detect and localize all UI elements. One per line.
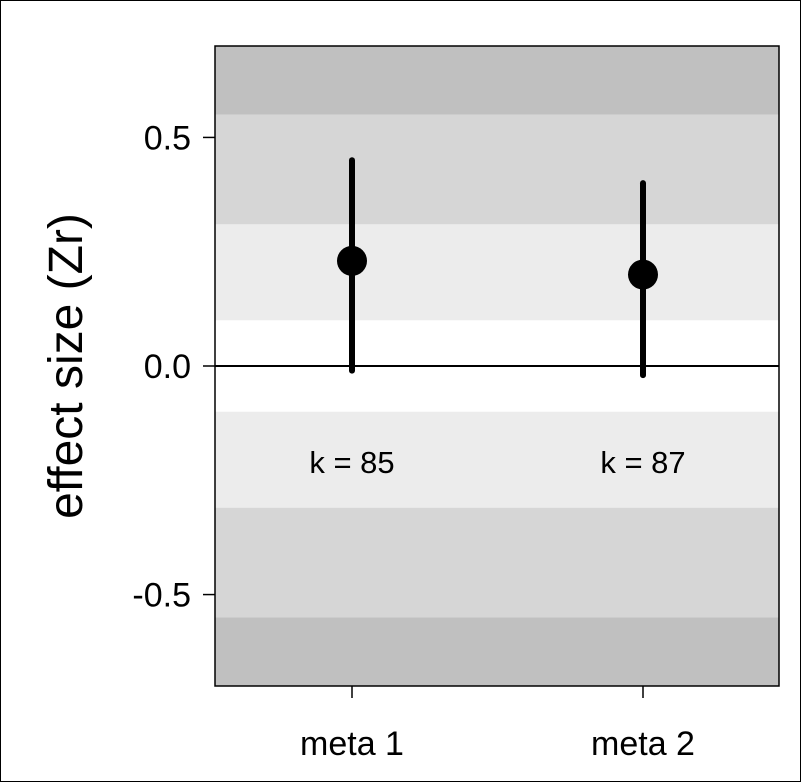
y-tick-label: 0.5 <box>144 119 191 157</box>
background-band <box>215 507 779 618</box>
background-band <box>215 224 779 321</box>
background-bands <box>215 46 779 686</box>
x-tick-label: meta 1 <box>300 725 404 763</box>
y-tick-label: 0.0 <box>144 348 191 386</box>
y-tick-label: -0.5 <box>132 577 191 615</box>
k-labels: k = 85 k = 87 <box>309 445 685 480</box>
data-points <box>337 157 658 379</box>
k-label: k = 87 <box>600 445 685 480</box>
background-band <box>215 617 779 686</box>
x-tick-label: meta 2 <box>591 725 695 763</box>
point-estimate <box>628 259 658 290</box>
k-label: k = 85 <box>309 445 394 480</box>
y-axis: 0.5 0.0 -0.5 <box>132 119 215 615</box>
background-band <box>215 46 779 115</box>
background-band <box>215 411 779 508</box>
y-axis-label: effect size (Zr) <box>40 213 93 519</box>
x-axis: meta 1 meta 2 <box>300 686 695 763</box>
background-band <box>215 114 779 225</box>
point-estimate <box>337 245 367 276</box>
